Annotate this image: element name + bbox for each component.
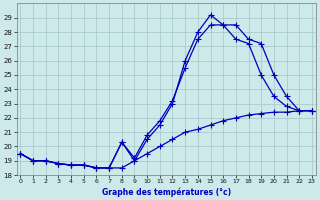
X-axis label: Graphe des températures (°c): Graphe des températures (°c): [101, 187, 231, 197]
